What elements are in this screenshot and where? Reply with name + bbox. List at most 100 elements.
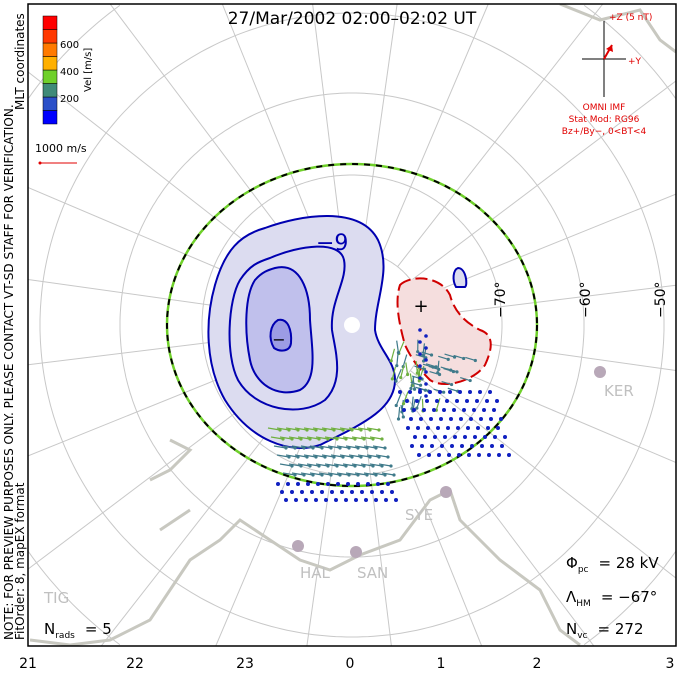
velocity-vector [354, 472, 368, 476]
velocity-vector [276, 427, 290, 431]
low-velocity-dot [507, 453, 511, 457]
meridian-line [410, 370, 676, 579]
low-velocity-dot [493, 435, 497, 439]
velocity-vector [435, 398, 441, 411]
vector-origin [389, 359, 393, 363]
velocity-vector [419, 365, 425, 379]
velocity-vector [273, 445, 287, 449]
low-velocity-dot [470, 444, 474, 448]
velocity-vector [336, 472, 350, 476]
velocity-vector [400, 404, 404, 418]
meridian-line [410, 80, 676, 281]
meridian-line [379, 393, 483, 646]
velocity-colorbar [42, 15, 58, 125]
potential-maximum-marker: + [413, 296, 428, 317]
velocity-vector [444, 353, 455, 358]
vector-origin [386, 455, 390, 459]
latitude-circle [28, 4, 121, 99]
low-velocity-dot [449, 417, 453, 421]
low-velocity-dot [465, 399, 469, 403]
velocity-vector [415, 354, 426, 359]
velocity-vector [360, 436, 374, 440]
low-velocity-dot [422, 408, 426, 412]
velocity-vector [285, 427, 299, 431]
velocity-vector [391, 366, 397, 380]
velocity-vector [282, 445, 296, 449]
mlt-label: 1 [437, 656, 446, 672]
velocity-vector [441, 380, 452, 386]
velocity-vector [390, 348, 396, 361]
velocity-vector [315, 463, 329, 467]
low-velocity-dot [436, 426, 440, 430]
svg-text:Nrads= 5: Nrads = 5 [44, 620, 112, 641]
low-velocity-dot [460, 444, 464, 448]
station-label-san: SAN [357, 564, 388, 582]
velocity-vector [423, 348, 427, 362]
low-velocity-dot [350, 490, 354, 494]
mlt-label: 3 [666, 656, 675, 672]
velocity-vector [395, 393, 402, 406]
low-velocity-dot [438, 390, 442, 394]
low-velocity-dot [427, 453, 431, 457]
vector-origin [434, 365, 438, 369]
low-velocity-dot [418, 328, 422, 332]
low-velocity-dot [398, 390, 402, 394]
velocity-vector [336, 445, 350, 449]
low-velocity-dot [390, 490, 394, 494]
imf-y-label: +Y [628, 57, 642, 67]
velocity-vector [348, 427, 362, 431]
velocity-vector [285, 454, 299, 458]
velocity-vector [375, 454, 389, 458]
low-velocity-dot [458, 390, 462, 394]
low-velocity-dot [408, 390, 412, 394]
velocity-vector [297, 436, 311, 440]
velocity-vector [372, 445, 386, 449]
velocity-vector [397, 406, 401, 420]
vector-origin [377, 428, 381, 432]
low-velocity-dot [418, 352, 422, 356]
velocity-vector [291, 445, 305, 449]
heppner-maynard-boundary-dash [166, 163, 538, 487]
velocity-vector [303, 454, 317, 458]
low-velocity-dot [468, 390, 472, 394]
low-velocity-dot [424, 346, 428, 350]
vector-origin [383, 446, 387, 450]
mlt-axis: 21 22 23 0 1 2 3 [19, 656, 674, 672]
velocity-vector [366, 427, 380, 431]
vector-origin [394, 379, 398, 383]
vector-origin [418, 383, 423, 387]
latitude-circle [39, 12, 665, 638]
velocity-vector [398, 341, 405, 354]
meridian-line [361, 4, 398, 252]
vector-origin [416, 350, 420, 354]
fit-info: FitOrder: 8, mapEX format [13, 482, 27, 640]
station-label-sye: SYE [405, 506, 433, 524]
velocity-vector [414, 365, 425, 370]
latitude-circle [201, 174, 503, 476]
low-velocity-dot [439, 417, 443, 421]
low-velocity-dot [366, 482, 370, 486]
plot-frame [27, 3, 677, 647]
meridian-line [425, 284, 676, 317]
scale-vector-label: 1000 m/s [35, 142, 87, 155]
low-velocity-dot [320, 490, 324, 494]
vector-origin [473, 358, 477, 363]
velocity-vector [339, 454, 353, 458]
scale-vector-origin [38, 161, 42, 165]
low-velocity-dot [450, 444, 454, 448]
velocity-vector [351, 463, 365, 467]
velocity-vector [279, 463, 293, 467]
low-velocity-dot [340, 490, 344, 494]
velocity-vector [309, 445, 323, 449]
low-velocity-dot [463, 435, 467, 439]
vector-origin [437, 372, 442, 377]
vector-origin [392, 473, 396, 477]
low-velocity-dot [384, 498, 388, 502]
velocity-vector [396, 340, 400, 353]
low-velocity-dot [503, 435, 507, 439]
low-velocity-dot [419, 417, 423, 421]
vector-origin [455, 370, 459, 374]
low-velocity-dot [413, 435, 417, 439]
low-velocity-dot [409, 417, 413, 421]
low-velocity-dot [418, 364, 422, 368]
